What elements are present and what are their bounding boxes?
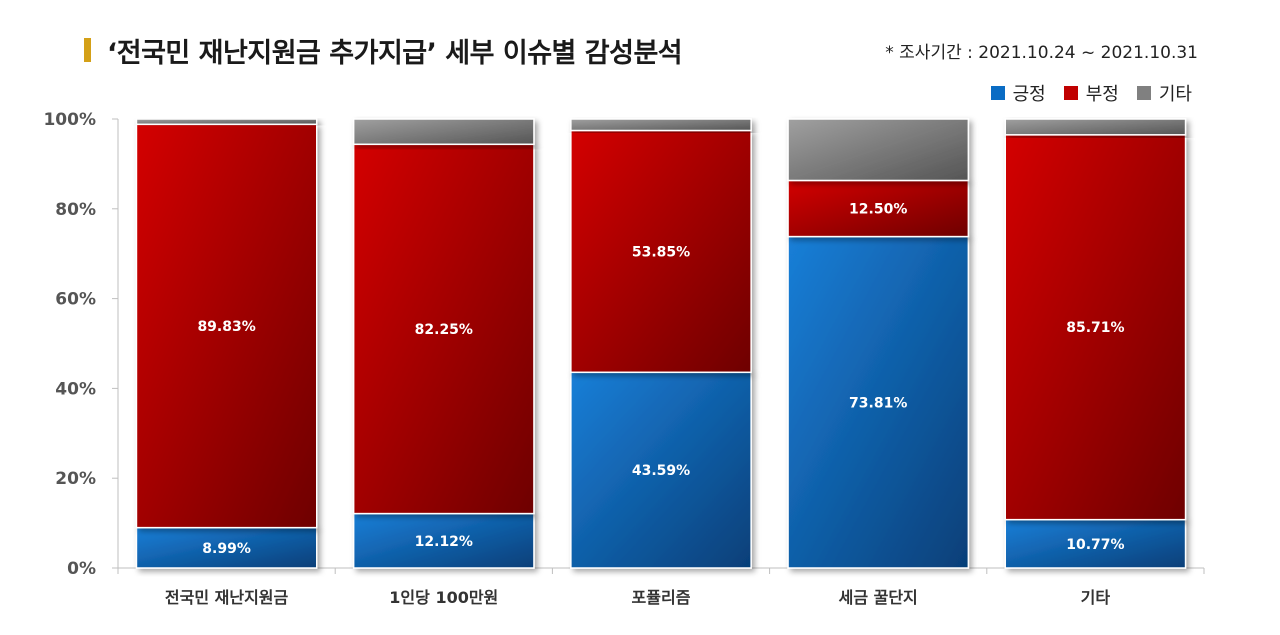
x-category-label: 포퓰리즘 [632,588,691,607]
survey-period: * 조사기간 : 2021.10.24 ~ 2021.10.31 [885,43,1198,63]
legend-swatch-negative [1063,86,1078,100]
y-tick-label: 80% [55,200,96,220]
legend-label-negative: 부정 [1085,84,1119,105]
bar-segment-negative [787,179,970,238]
data-label-positive: 10.77% [1066,537,1124,553]
data-label-negative: 12.50% [849,202,907,218]
legend-label-other: 기타 [1158,84,1192,105]
bar-segment-other [352,118,535,146]
data-label-positive: 12.12% [415,534,473,550]
legend-label-positive: 긍정 [1012,84,1046,105]
y-tick-label: 100% [43,110,96,130]
legend-item-negative: 부정 [1063,80,1119,106]
title-marker [84,38,91,62]
data-label-positive: 43.59% [632,463,690,479]
bar-segment-positive [570,371,752,569]
legend: 긍정 부정 기타 [973,80,1192,106]
bar-segment-other [1004,118,1187,136]
bar-segment-negative [1004,134,1187,521]
legend-swatch-positive [990,86,1005,100]
data-label-negative: 89.83% [197,319,255,335]
bar-segment-positive [352,512,535,569]
x-category-label: 전국민 재난지원금 [165,588,289,607]
bar-segment-negative [570,129,752,374]
y-tick-label: 0% [67,559,96,579]
x-category-label: 1인당 100만원 [389,588,498,607]
chart-title: ‘전국민 재난지원금 추가지급’ 세부 이슈별 감성분석 [107,37,683,69]
x-category-label: 기타 [1081,588,1111,607]
y-tick-label: 60% [55,290,96,310]
bar-segment-positive [135,526,318,569]
legend-item-positive: 긍정 [990,80,1046,106]
data-label-negative: 53.85% [632,244,690,260]
data-label-positive: 8.99% [202,541,251,557]
data-label-negative: 85.71% [1066,320,1124,336]
x-category-label: 세금 꿀단지 [839,588,918,607]
bar-segment-negative [135,123,318,529]
bar-segment-other [787,118,970,182]
y-tick-label: 20% [55,469,96,489]
bar-segment-positive [787,235,970,569]
y-tick-label: 40% [55,379,96,399]
legend-item-other: 기타 [1136,80,1192,106]
data-label-positive: 73.81% [849,395,907,411]
bar-segment-positive [1004,518,1187,569]
bar-segment-negative [352,143,535,515]
data-label-negative: 82.25% [415,322,473,338]
bar-segment-other [135,118,318,126]
legend-swatch-other [1136,86,1151,100]
title-block: ‘전국민 재난지원금 추가지급’ 세부 이슈별 감성분석 [84,30,683,70]
bar-segment-other [570,118,752,132]
